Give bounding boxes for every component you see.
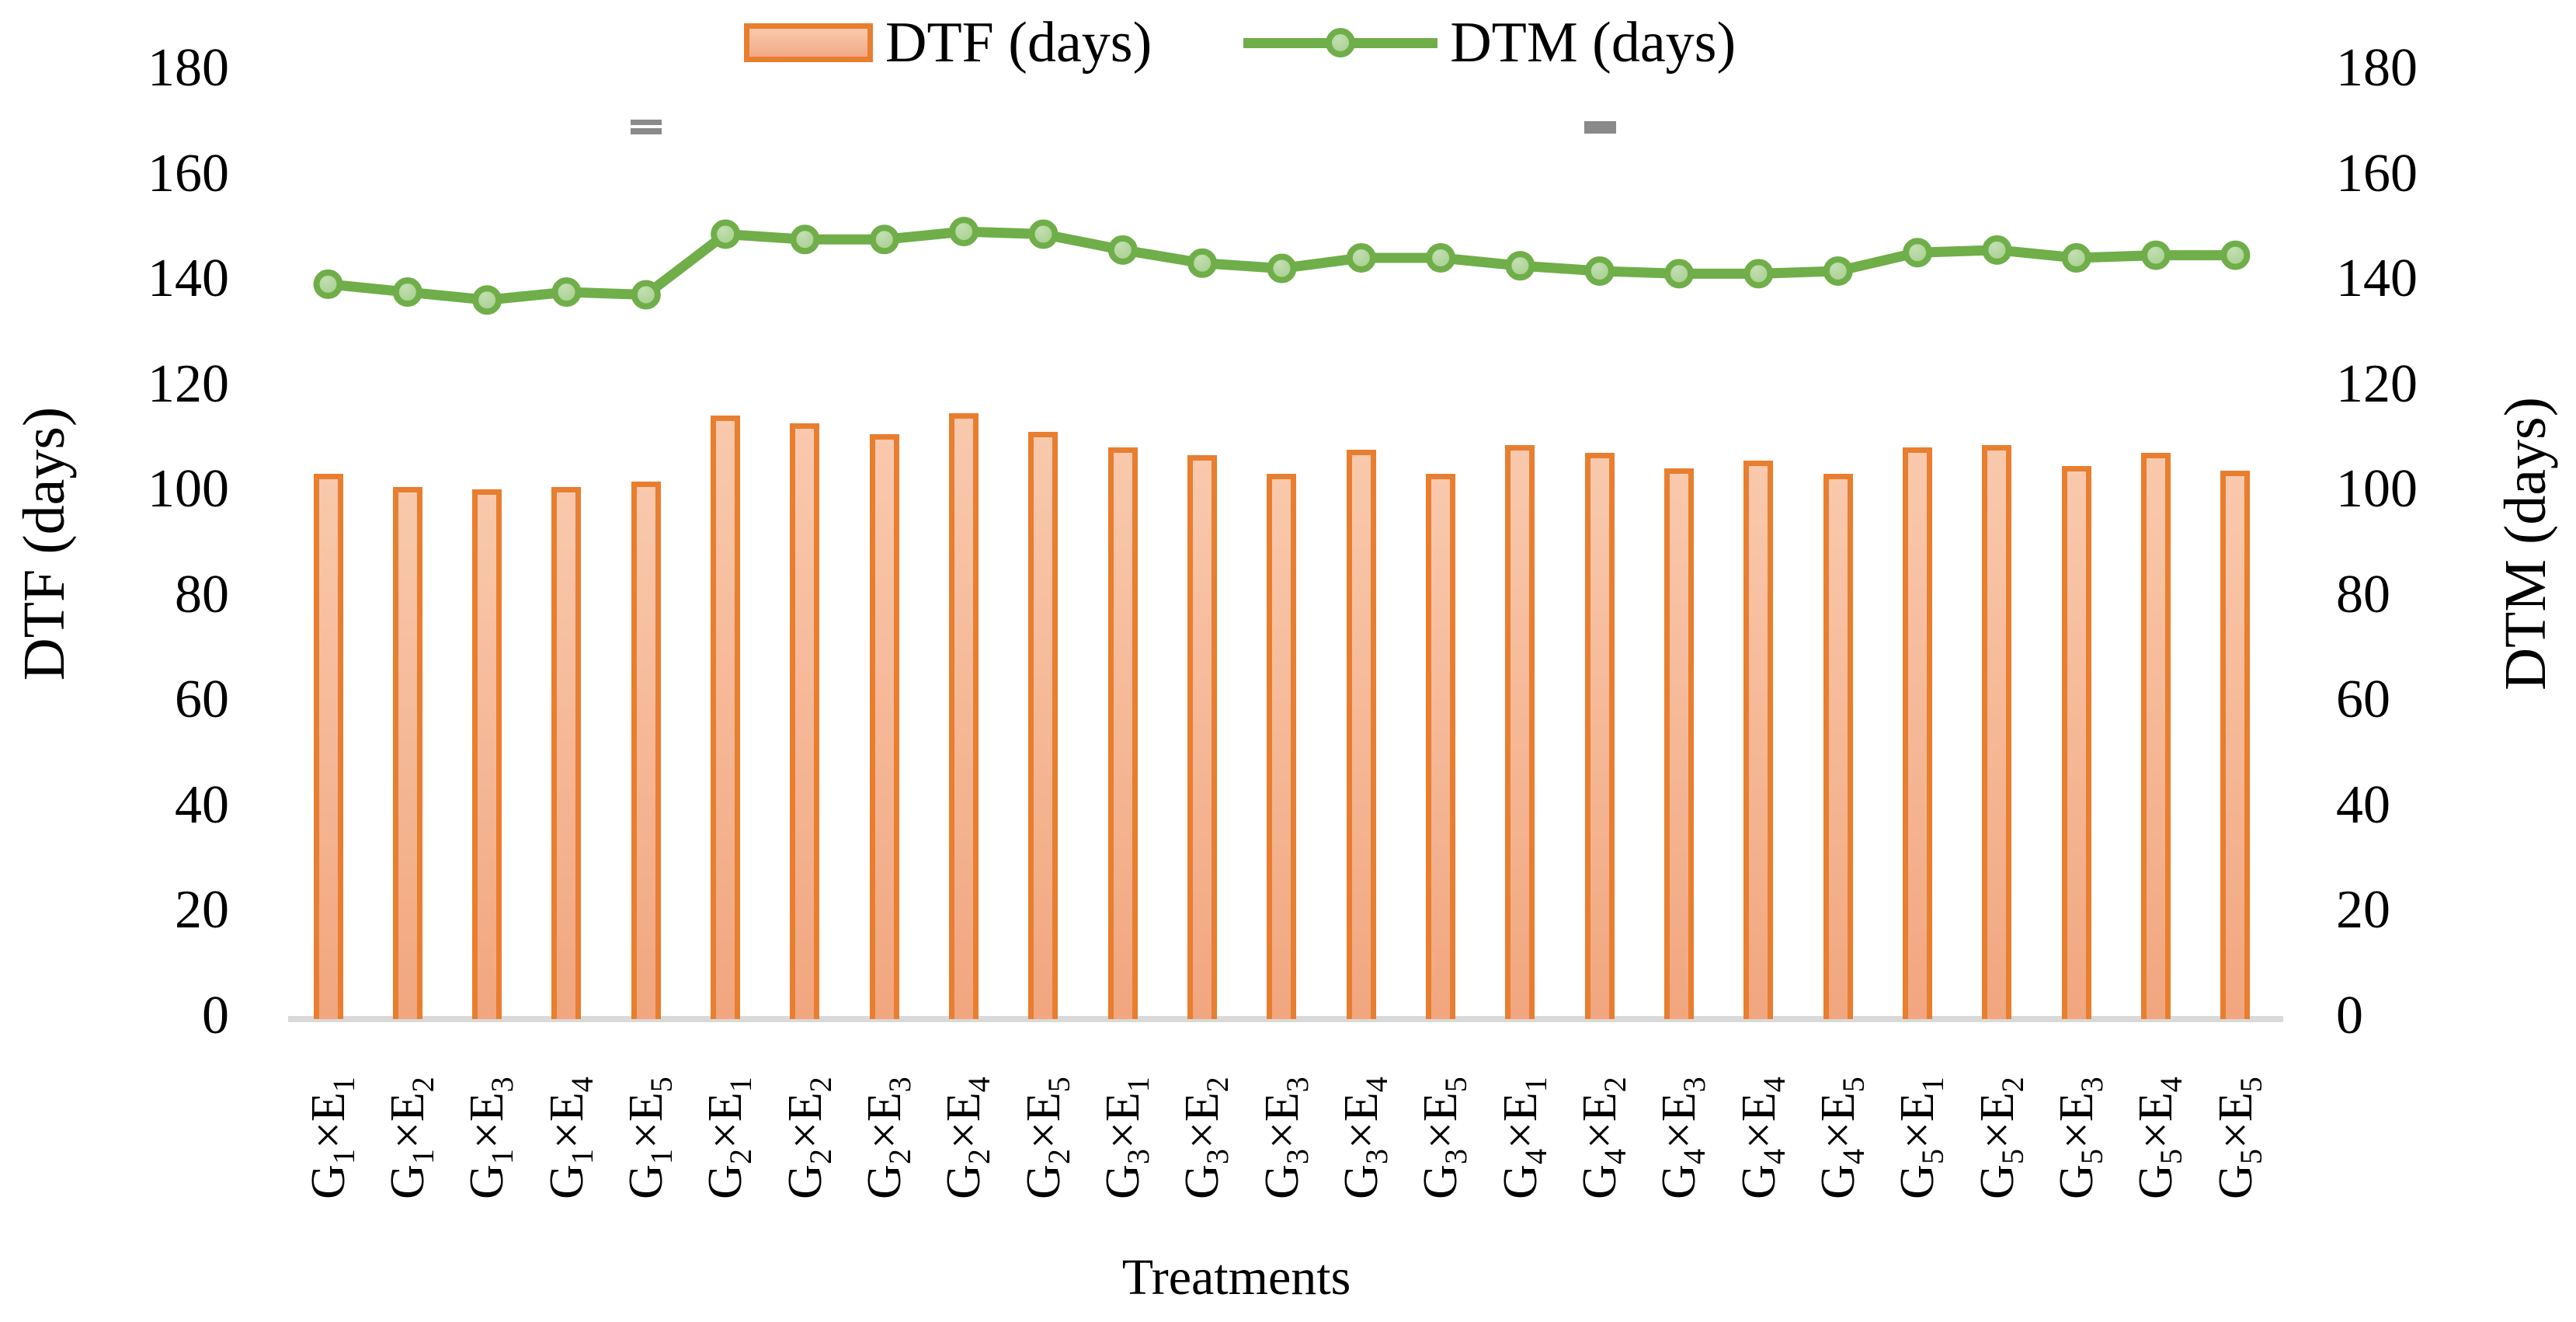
dtf-bar-G5×E4 (2141, 452, 2171, 1019)
dtm-marker-G2×E1 (711, 219, 741, 249)
dtf-bar-G2×E1 (711, 416, 741, 1019)
left-axis-tick-120: 120 (148, 353, 229, 414)
left-axis-tick-0: 0 (202, 986, 229, 1045)
dtm-line-marker-icon (1243, 27, 1438, 58)
right-axis-tick-80: 80 (2336, 564, 2390, 624)
dtf-bar-G5×E5 (2220, 471, 2251, 1019)
dtm-marker-G1×E3 (472, 285, 502, 315)
x-axis-line (288, 1016, 2283, 1022)
dtf-bar-G4×E3 (1664, 468, 1695, 1019)
dtf-bar-G3×E3 (1267, 473, 1297, 1019)
dtf-bar-G2×E5 (1028, 431, 1059, 1019)
x-label-G5×E5: G5×E5 (2209, 1077, 2268, 1199)
dtm-marker-G4×E1 (1505, 251, 1535, 281)
right-axis-tick-140: 140 (2336, 249, 2418, 309)
dtm-marker-G5×E5 (2220, 240, 2251, 270)
dtm-marker-G3×E1 (1107, 235, 1138, 265)
left-axis-tick-140: 140 (148, 249, 229, 309)
right-axis-tick-60: 60 (2336, 670, 2390, 730)
dtf-bar-G1×E2 (392, 486, 422, 1019)
dtm-marker-G2×E5 (1028, 219, 1059, 249)
legend-item-dtm: DTM (days) (1243, 14, 1736, 71)
dtm-marker-G3×E3 (1267, 253, 1297, 284)
dtm-marker-G4×E5 (1823, 256, 1853, 286)
dtf-bar-G3×E2 (1187, 455, 1218, 1019)
dtm-marker-G3×E4 (1346, 242, 1376, 273)
x-axis-title: Treatments (1121, 1249, 1351, 1306)
dtf-bar-G4×E1 (1505, 444, 1535, 1019)
right-axis-tick-0: 0 (2336, 986, 2363, 1045)
dtf-bar-G1×E4 (551, 486, 582, 1019)
dtm-marker-G1×E2 (392, 277, 422, 308)
dtm-line-series (313, 217, 2251, 315)
dtf-bar-G5×E1 (1903, 447, 1933, 1019)
dtf-bar-G5×E3 (2061, 465, 2091, 1019)
legend-label-dtf: DTF (days) (885, 11, 1152, 75)
dtm-marker-G4×E2 (1584, 256, 1615, 286)
left-axis-tick-180: 180 (148, 37, 229, 98)
dtm-marker-G2×E4 (949, 217, 979, 247)
dtf-bar-G4×E4 (1743, 460, 1774, 1019)
dtf-bar-swatch-icon (744, 23, 873, 62)
dtf-bar-G3×E1 (1107, 447, 1138, 1019)
grey-double-dash-top (631, 120, 662, 125)
dtf-bar-G4×E2 (1584, 452, 1615, 1019)
dtm-marker-G5×E4 (2141, 240, 2171, 270)
right-axis-tick-120: 120 (2336, 353, 2418, 414)
dtf-bar-G2×E2 (790, 423, 820, 1019)
dtm-marker-G1×E4 (551, 277, 582, 308)
chart-legend: DTF (days) DTM (days) (744, 14, 1736, 71)
dtm-marker-G4×E3 (1664, 259, 1695, 289)
dtf-bar-G1×E3 (472, 489, 502, 1019)
right-axis-tick-20: 20 (2336, 880, 2390, 941)
dtf-bar-G3×E5 (1426, 473, 1456, 1019)
grey-dash (1584, 121, 1616, 134)
dtm-marker-G3×E2 (1187, 248, 1218, 278)
legend-label-dtm: DTM (days) (1450, 11, 1736, 75)
left-axis-title: DTF (days) (12, 406, 77, 681)
dtf-bar-G2×E3 (869, 434, 899, 1019)
dtm-marker-G5×E2 (1982, 235, 2012, 265)
dtf-bar-G4×E5 (1823, 473, 1853, 1019)
dtm-marker-G1×E5 (631, 280, 661, 310)
right-axis-tick-160: 160 (2336, 143, 2418, 204)
grey-double-dash-bottom (631, 128, 662, 134)
dtf-bar-G3×E4 (1346, 450, 1376, 1019)
left-axis-tick-100: 100 (148, 459, 229, 520)
right-axis-tick-40: 40 (2336, 774, 2390, 835)
dtf-bar-G2×E4 (949, 412, 979, 1019)
dtm-marker-G5×E3 (2061, 242, 2091, 273)
dtm-marker-G2×E2 (790, 224, 820, 255)
dtm-marker-G5×E1 (1903, 238, 1933, 268)
left-axis-tick-20: 20 (175, 880, 229, 941)
dtm-marker-dot-icon (1326, 28, 1356, 57)
dtm-marker-G2×E3 (869, 224, 899, 255)
dtf-bar-G5×E2 (1982, 444, 2012, 1019)
left-axis-tick-160: 160 (148, 143, 229, 204)
left-axis-tick-80: 80 (175, 564, 229, 624)
left-axis-tick-60: 60 (175, 670, 229, 730)
dtm-marker-G4×E4 (1743, 259, 1774, 289)
dtm-marker-G3×E5 (1426, 242, 1456, 273)
left-axis-tick-40: 40 (175, 774, 229, 835)
right-axis-tick-100: 100 (2336, 459, 2418, 520)
legend-item-dtf: DTF (days) (744, 14, 1152, 71)
dtf-bar-G1×E1 (313, 473, 343, 1019)
dtm-marker-G1×E1 (313, 269, 343, 299)
dtf-bar-G1×E5 (631, 482, 661, 1019)
right-axis-title: DTM (days) (2493, 397, 2558, 691)
right-axis-tick-180: 180 (2336, 37, 2418, 98)
